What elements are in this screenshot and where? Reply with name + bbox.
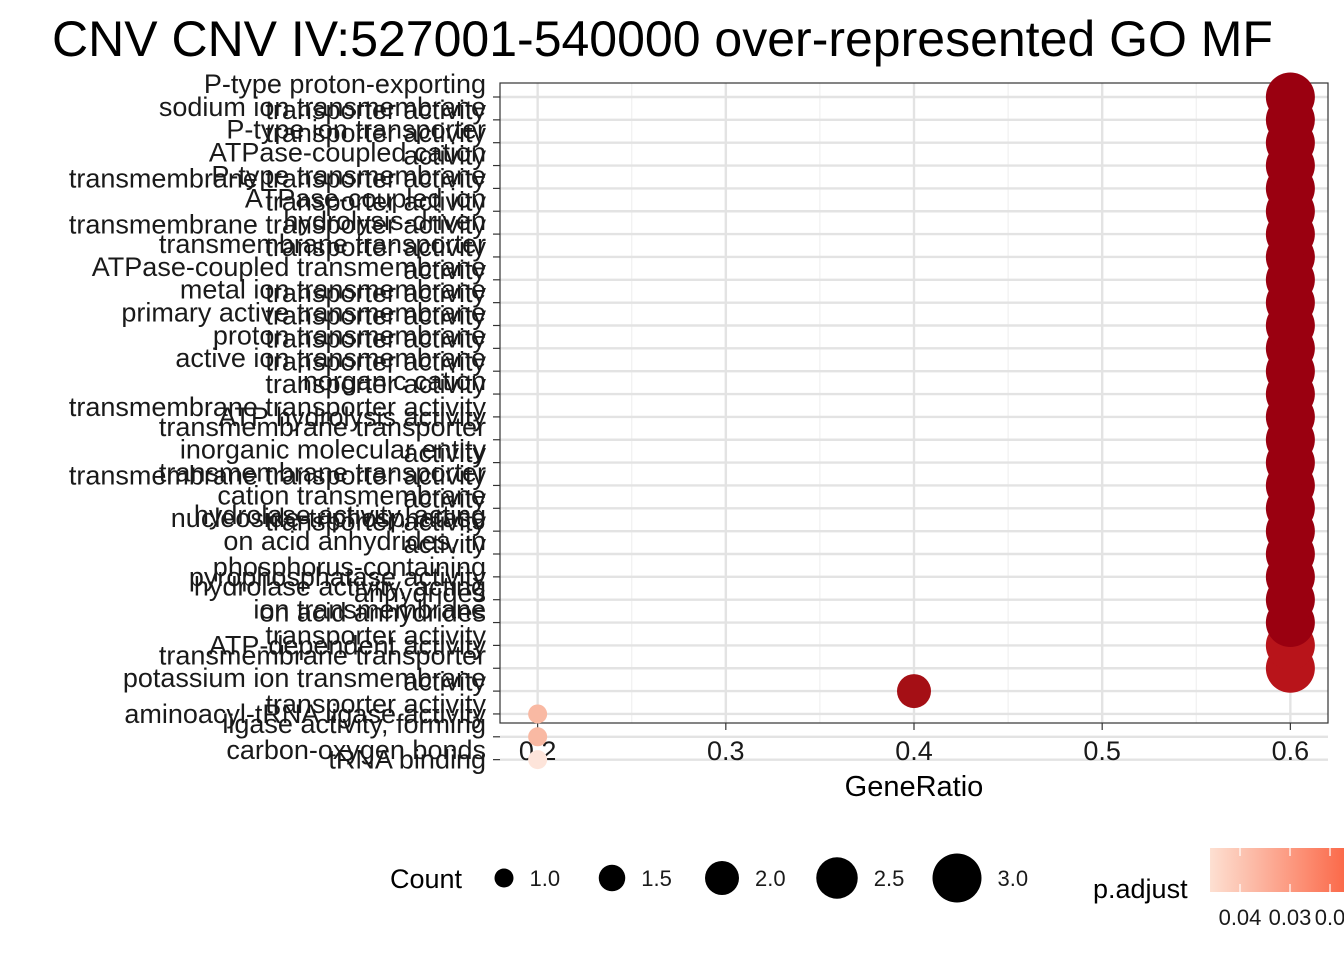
size-legend-label: 1.0 — [530, 866, 561, 891]
y-tick-label: ligase activity, forming — [222, 709, 486, 739]
y-tick-label: inorganic cation — [297, 366, 486, 396]
y-tick-label: ATP hydrolysis activity — [218, 402, 486, 432]
y-tick-label: transporter activity — [265, 232, 486, 262]
y-tick-label: P-type transmembrane — [211, 160, 486, 190]
y-tick-label: activity — [403, 529, 486, 559]
p-adjust-color-legend: p.adjust 0.04 0.03 0.0 — [1093, 848, 1344, 930]
y-tick-label: pyrophosphatase activity — [189, 562, 487, 592]
y-tick-label: hydrolysis-driven — [283, 206, 486, 236]
size-legend-label: 2.5 — [874, 866, 905, 891]
y-tick-label: activity — [403, 141, 486, 171]
y-tick-label: transmembrane transporter activity — [69, 392, 487, 422]
y-tick-label: tRNA binding — [328, 745, 486, 775]
color-legend-label: 0.0 — [1315, 905, 1344, 930]
y-tick-label: transmembrane transporter — [159, 457, 486, 487]
y-tick-label: potassium ion transmembrane — [123, 663, 486, 693]
y-tick-label: activity — [403, 666, 486, 696]
data-points — [528, 72, 1315, 770]
y-tick-label: anhydrides — [354, 578, 486, 608]
size-legend-label: 3.0 — [998, 866, 1029, 891]
y-tick-label: active ion transmembrane — [175, 343, 486, 373]
chart-title: CNV CNV IV:527001-540000 over-represente… — [52, 11, 1273, 67]
y-tick-label: transporter activity — [265, 324, 486, 354]
y-tick-label: transmembrane transporter activity — [69, 209, 487, 239]
grid-lines — [500, 83, 1328, 761]
x-tick-label: 0.6 — [1272, 736, 1310, 766]
y-tick-label: transporter activity — [265, 301, 486, 331]
y-tick-label: hydrolase activity, acting — [194, 500, 486, 530]
y-tick-label: transporter activity — [265, 369, 486, 399]
y-tick-label: inorganic molecular entity — [180, 435, 487, 465]
y-tick-label: transmembrane transporter — [159, 640, 486, 670]
size-legend-key — [598, 864, 626, 892]
y-tick-label: carbon-oxygen bonds — [226, 735, 486, 765]
y-tick-label: ATP-dependent activity — [209, 630, 487, 660]
y-tick-label: P-type ion transporter — [226, 115, 486, 145]
y-tick-label: transporter activity — [265, 689, 486, 719]
y-tick-label: metal ion transmembrane — [180, 275, 486, 305]
data-point — [528, 750, 548, 770]
size-legend-label: 1.5 — [641, 866, 672, 891]
y-tick-label: nucleoside-triphosphatase — [171, 503, 486, 533]
size-legend-title: Count — [390, 864, 463, 894]
y-tick-label: on acid anhydrides, in — [223, 526, 486, 556]
y-tick-label: activity — [403, 438, 486, 468]
size-legend-key — [494, 868, 514, 888]
color-legend-label: 0.03 — [1269, 905, 1312, 930]
data-point — [1265, 72, 1315, 122]
y-tick-label: phosphorus-containing — [213, 552, 486, 582]
y-tick-label: transporter activity — [265, 186, 486, 216]
y-tick-label: proton transmembrane — [213, 320, 486, 350]
y-tick-label: ATPase-coupled cation — [209, 138, 486, 168]
y-tick-label: cation transmembrane — [217, 480, 486, 510]
y-tick-label: primary active transmembrane — [121, 298, 486, 328]
data-point — [897, 674, 931, 709]
size-legend-key — [816, 857, 858, 899]
data-point — [528, 704, 548, 724]
y-tick-label: transporter activity — [265, 621, 486, 651]
y-tick-label: transporter activity — [265, 278, 486, 308]
y-tick-label: ion transmembrane — [253, 595, 486, 625]
size-legend-label: 2.0 — [755, 866, 786, 891]
data-point — [528, 727, 548, 747]
y-tick-label: on acid anhydrides — [259, 598, 486, 628]
count-size-legend: Count 1.0 1.5 2.0 2.5 3.0 — [390, 853, 1029, 903]
color-legend-label: 0.04 — [1219, 905, 1262, 930]
x-axis-ticks: 0.20.30.40.50.6 — [519, 723, 1309, 766]
y-tick-label: hydrolase activity, acting — [194, 572, 486, 602]
y-tick-label: transmembrane transporter activity — [69, 461, 487, 491]
y-tick-label: transmembrane transporter — [159, 229, 486, 259]
x-tick-label: 0.5 — [1083, 736, 1121, 766]
y-tick-label: transporter activity — [265, 95, 486, 125]
y-tick-label: P-type proton-exporting — [204, 69, 486, 99]
y-tick-label: aminoacyl-tRNA ligase activity — [124, 699, 486, 729]
y-tick-label: transmembrane transporter activity — [69, 164, 487, 194]
color-legend-title: p.adjust — [1093, 874, 1188, 904]
y-tick-label: transporter activity — [265, 118, 486, 148]
y-tick-label: ATPase-coupled transmembrane — [92, 252, 486, 282]
y-tick-label: sodium ion transmembrane — [159, 92, 486, 122]
x-axis-title: GeneRatio — [845, 771, 984, 803]
size-legend-key — [932, 853, 982, 903]
x-tick-label: 0.3 — [707, 736, 745, 766]
size-legend-key — [705, 861, 739, 895]
y-tick-label: transporter activity — [265, 346, 486, 376]
y-tick-label: activity — [403, 483, 486, 513]
color-legend-bar — [1210, 848, 1344, 892]
y-tick-label: transporter activity — [265, 506, 486, 536]
y-tick-label: activity — [403, 255, 486, 285]
y-tick-label: transmembrane transporter — [159, 412, 486, 442]
x-tick-label: 0.4 — [895, 736, 933, 766]
y-tick-label: ATPase-coupled ion — [245, 183, 486, 213]
